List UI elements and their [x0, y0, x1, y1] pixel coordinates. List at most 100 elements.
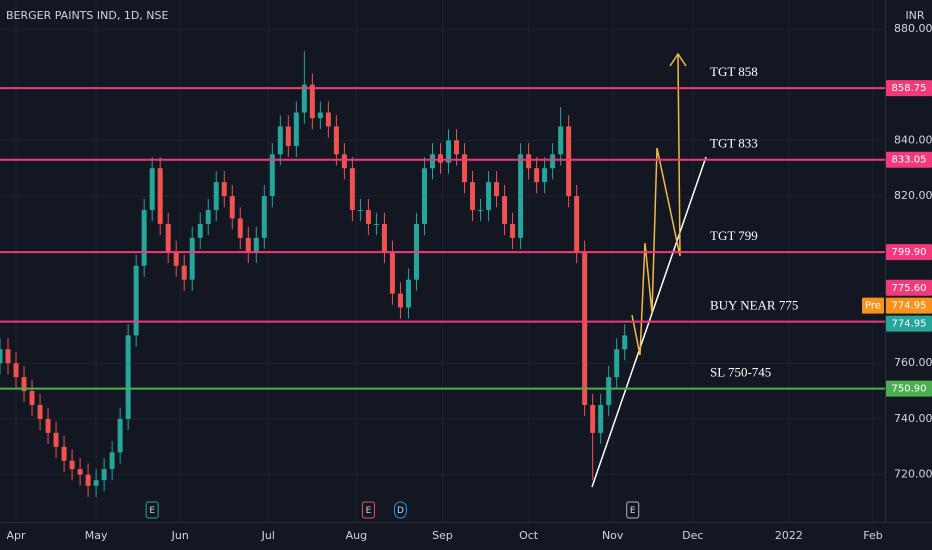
candle-body — [133, 265, 139, 336]
candle-body — [61, 446, 67, 461]
candle-body — [221, 182, 227, 197]
candle-body — [470, 182, 476, 211]
overlay: E E D E TGT 858 TGT 833 TGT 799 BUY NEAR 775 SL … — [0, 64, 932, 519]
candle-body — [141, 210, 147, 266]
level-label-box — [886, 151, 932, 168]
candle-body — [478, 210, 484, 212]
level-label-box — [886, 380, 932, 397]
event-label: E — [149, 506, 155, 516]
candle-body — [117, 418, 123, 453]
candle-body — [510, 223, 516, 238]
candle-body — [125, 335, 131, 419]
candle-body — [598, 405, 604, 433]
candle-body — [454, 140, 460, 155]
candle-body — [189, 237, 195, 280]
event-badge — [361, 501, 375, 519]
level-note: TGT 858 — [710, 64, 758, 79]
candle-body — [389, 251, 395, 294]
level-label: 774.95 — [892, 319, 927, 330]
x-tick-label: Apr — [7, 529, 27, 542]
candle-body — [29, 391, 35, 406]
candle-body — [446, 140, 452, 163]
event-label: E — [630, 506, 636, 516]
candle-body — [502, 196, 508, 224]
candle-body — [373, 223, 379, 225]
x-tick-label: Aug — [346, 529, 367, 542]
y-tick-label: 840.00 — [894, 133, 932, 146]
candle-body — [309, 84, 315, 119]
candle-body — [261, 196, 267, 238]
level-label-box — [886, 80, 932, 97]
candle-body — [13, 363, 19, 378]
y-tick-label: 720.00 — [894, 468, 932, 481]
axis-tag: 774.95 — [892, 301, 927, 312]
x-tick-label: Sep — [432, 529, 453, 542]
currency: INR — [905, 9, 924, 22]
candle-body — [77, 469, 83, 475]
candle-body — [550, 154, 556, 169]
level-label: 750.90 — [892, 384, 927, 395]
x-tick-label: May — [85, 529, 108, 542]
candle-body — [606, 377, 612, 406]
x-tick-label: Feb — [863, 529, 882, 542]
candle-body — [333, 126, 339, 155]
candle-body — [229, 196, 235, 219]
level-note: BUY NEAR 775 — [710, 298, 798, 313]
event-badge — [626, 501, 640, 519]
candle-body — [53, 432, 59, 447]
candle-body — [21, 377, 27, 392]
candle-body — [37, 405, 43, 419]
candle-body — [197, 223, 203, 238]
y-tick-label: 880.00 — [894, 22, 932, 35]
x-tick-label: Oct — [519, 529, 539, 542]
event-badge — [393, 501, 407, 519]
candle-body — [253, 237, 259, 252]
candle-body — [325, 112, 331, 127]
axis-tag-box — [886, 279, 932, 296]
candles — [0, 51, 628, 497]
level-note: SL 750-745 — [710, 365, 771, 380]
candle-body — [405, 279, 411, 308]
candle-body — [349, 168, 355, 211]
level-note: TGT 833 — [710, 136, 758, 151]
candle-body — [237, 218, 243, 238]
candle-body — [301, 84, 307, 113]
candle-body — [462, 154, 468, 183]
candle-body — [518, 154, 524, 238]
candle-body — [582, 251, 588, 406]
candle-body — [0, 349, 3, 364]
candle-body — [357, 210, 363, 212]
candle-body — [614, 349, 620, 378]
x-tick-label: Nov — [602, 529, 624, 542]
x-tick-label: Dec — [682, 529, 703, 542]
level-label-box — [886, 244, 932, 261]
event-badge — [145, 501, 159, 519]
candle-body — [574, 196, 580, 252]
candle-body — [622, 335, 628, 350]
session-tag-box — [862, 297, 884, 314]
candle-body — [494, 182, 500, 197]
candle-body — [429, 154, 435, 169]
candle-body — [285, 126, 291, 146]
candle-body — [85, 474, 91, 486]
level-label: 833.05 — [892, 155, 927, 166]
candle-body — [245, 237, 251, 252]
candle-body — [109, 452, 115, 470]
candle-body — [165, 223, 171, 252]
candle-body — [149, 168, 155, 211]
candle-body — [101, 469, 107, 481]
candle-body — [365, 210, 371, 224]
candle-body — [317, 112, 323, 119]
x-tick-label: 2022 — [775, 529, 803, 542]
y-tick-label: 820.00 — [894, 189, 932, 202]
candle-body — [558, 126, 564, 155]
axis-tag-box — [886, 297, 932, 314]
candle-body — [526, 154, 532, 169]
session-tag: Pre — [865, 301, 881, 312]
candle-body — [486, 182, 492, 211]
candle-body — [205, 210, 211, 224]
y-tick-label: 760.00 — [894, 356, 932, 369]
candle-body — [181, 265, 187, 280]
